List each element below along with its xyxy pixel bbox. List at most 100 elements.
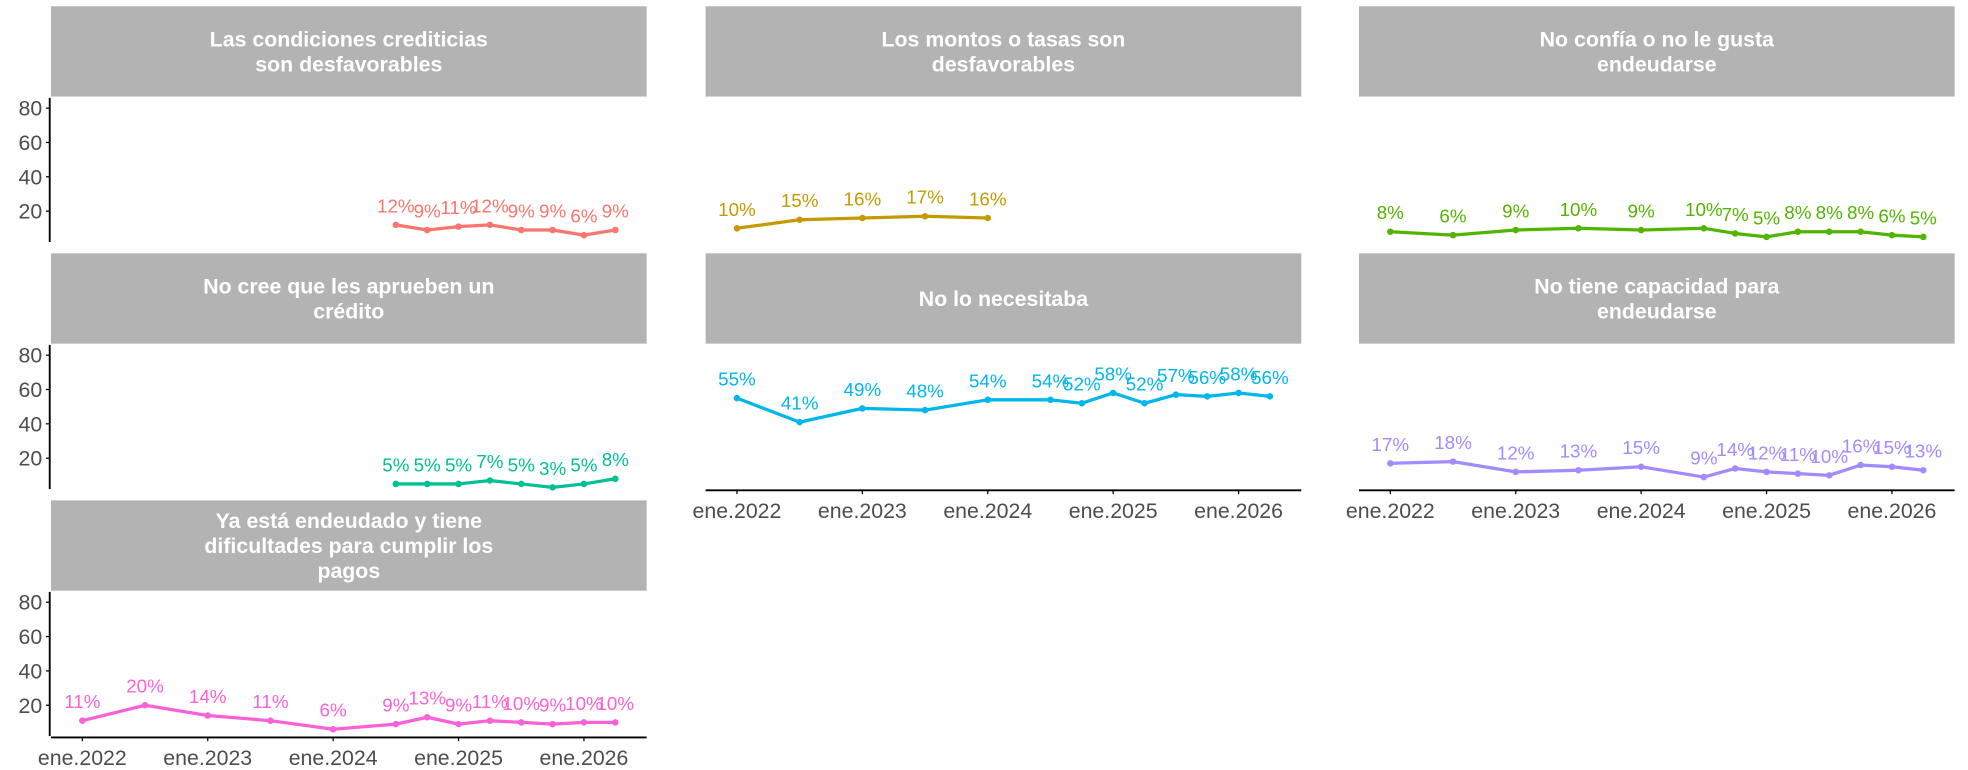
point bbox=[1141, 399, 1148, 407]
point bbox=[984, 214, 992, 222]
value-label: 9% bbox=[1690, 448, 1717, 469]
value-label: 9% bbox=[602, 200, 629, 221]
strip-title: No tiene capacidad para endeudarse bbox=[1534, 274, 1779, 323]
value-label: 16% bbox=[1842, 436, 1880, 457]
point bbox=[921, 213, 929, 220]
x-tick-label: ene.2023 bbox=[1471, 499, 1560, 523]
value-label: 14% bbox=[1716, 439, 1754, 460]
point bbox=[455, 480, 462, 488]
value-label: 13% bbox=[1560, 441, 1598, 462]
value-label: 5% bbox=[570, 454, 597, 475]
value-label: 5% bbox=[1910, 207, 1937, 228]
value-label: 13% bbox=[408, 688, 446, 709]
strip bbox=[705, 253, 1302, 344]
x-tick-label: ene.2024 bbox=[943, 499, 1032, 523]
point bbox=[1575, 466, 1582, 474]
point bbox=[733, 225, 741, 232]
point bbox=[517, 480, 525, 488]
value-label: 49% bbox=[844, 379, 882, 400]
point bbox=[267, 717, 274, 724]
value-label: 15% bbox=[1873, 437, 1911, 458]
strip-title-line: desfavorables bbox=[932, 52, 1075, 76]
value-label: 10% bbox=[1810, 446, 1848, 467]
strip-title: No cree que les aprueben un crédito bbox=[203, 274, 494, 323]
strip-title-line: No cree que les aprueben un bbox=[203, 274, 494, 298]
point bbox=[1763, 233, 1770, 241]
x-tick-label: ene.2025 bbox=[1069, 499, 1158, 523]
value-label: 15% bbox=[781, 190, 819, 211]
x-tick-label: ene.2025 bbox=[1722, 499, 1811, 523]
point bbox=[1637, 463, 1645, 471]
y-tick-label: 80 bbox=[18, 591, 42, 615]
point bbox=[1857, 228, 1864, 235]
value-label: 56% bbox=[1251, 367, 1289, 388]
point bbox=[1888, 463, 1896, 471]
point bbox=[1203, 393, 1211, 400]
y-tick-label: 80 bbox=[18, 344, 42, 368]
strip bbox=[50, 500, 647, 591]
point bbox=[612, 226, 619, 234]
value-label: 5% bbox=[382, 454, 409, 475]
value-label: 10% bbox=[565, 693, 603, 714]
point bbox=[796, 418, 803, 426]
y-tick-label: 20 bbox=[18, 694, 42, 718]
value-label: 10% bbox=[1685, 199, 1723, 220]
value-label: 10% bbox=[502, 693, 540, 714]
y-tick-label: 60 bbox=[18, 625, 42, 649]
value-label: 48% bbox=[906, 381, 944, 402]
point bbox=[1512, 468, 1519, 476]
value-label: 14% bbox=[189, 686, 227, 707]
strip-title: Ya está endeudado y tiene dificultades pa… bbox=[204, 509, 493, 583]
y-tick-label: 80 bbox=[18, 97, 42, 121]
value-label: 11% bbox=[472, 691, 509, 712]
strip-title-line: son desfavorables bbox=[255, 52, 442, 76]
point bbox=[859, 214, 866, 222]
value-label: 18% bbox=[1434, 432, 1472, 453]
point bbox=[580, 231, 588, 239]
point bbox=[1763, 468, 1770, 476]
point bbox=[921, 406, 929, 414]
value-label: 6% bbox=[1878, 206, 1905, 227]
x-tick-label: ene.2025 bbox=[414, 746, 503, 770]
value-label: 8% bbox=[1847, 202, 1874, 223]
value-label: 6% bbox=[570, 206, 597, 227]
point bbox=[423, 480, 431, 488]
value-label: 54% bbox=[1032, 370, 1070, 391]
strip-title-line: No tiene capacidad para bbox=[1534, 274, 1779, 298]
strip bbox=[705, 6, 1302, 97]
strip-title-line: Los montos o tasas son bbox=[882, 27, 1126, 51]
y-tick-label: 40 bbox=[18, 412, 42, 436]
point bbox=[517, 719, 525, 726]
point bbox=[612, 475, 619, 483]
value-label: 6% bbox=[320, 700, 347, 721]
value-label: 10% bbox=[718, 199, 756, 220]
y-tick-label: 40 bbox=[18, 659, 42, 683]
value-label: 16% bbox=[844, 188, 882, 209]
point bbox=[1387, 460, 1394, 467]
point bbox=[549, 720, 556, 728]
point bbox=[423, 713, 431, 721]
value-label: 10% bbox=[1560, 199, 1598, 220]
point bbox=[580, 480, 588, 488]
value-label: 17% bbox=[906, 187, 944, 208]
value-label: 55% bbox=[718, 369, 756, 390]
strip-title: No confía o no le gusta endeudarse bbox=[1540, 27, 1774, 76]
point bbox=[1512, 226, 1519, 234]
point bbox=[1700, 225, 1708, 232]
y-tick-label: 20 bbox=[18, 447, 42, 471]
point bbox=[1172, 391, 1180, 398]
value-label: 41% bbox=[781, 393, 819, 414]
value-label: 5% bbox=[445, 454, 472, 475]
y-tick-label: 40 bbox=[18, 165, 42, 189]
point bbox=[486, 717, 494, 724]
value-label: 58% bbox=[1220, 363, 1258, 384]
value-label: 9% bbox=[1502, 200, 1529, 221]
value-label: 9% bbox=[539, 695, 566, 716]
point bbox=[549, 226, 556, 234]
point bbox=[1449, 231, 1457, 239]
point bbox=[1731, 230, 1739, 237]
strip bbox=[50, 6, 647, 97]
value-label: 54% bbox=[969, 370, 1007, 391]
value-label: 9% bbox=[1628, 200, 1655, 221]
